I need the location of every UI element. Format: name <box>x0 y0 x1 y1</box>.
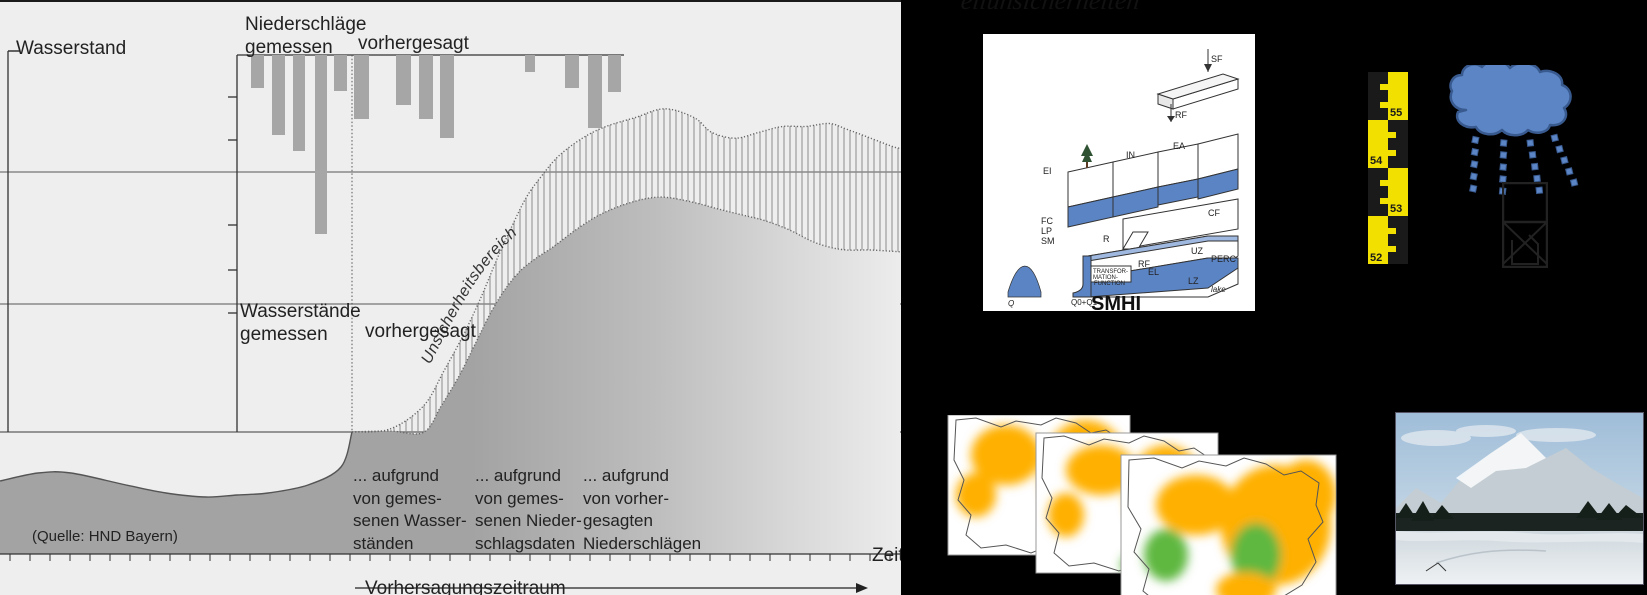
svg-text:EA: EA <box>1173 141 1185 151</box>
svg-text:54: 54 <box>1370 155 1383 167</box>
svg-text:PERC: PERC <box>1211 254 1237 264</box>
svg-text:SMHI: SMHI <box>1091 293 1141 311</box>
svg-text:Q: Q <box>1008 299 1014 308</box>
svg-text:EI: EI <box>1043 166 1052 176</box>
svg-text:55: 55 <box>1390 107 1402 119</box>
svg-text:UZ: UZ <box>1191 246 1203 256</box>
svg-text:LZ: LZ <box>1188 276 1199 286</box>
svg-text:EL: EL <box>1148 267 1159 277</box>
svg-text:SM: SM <box>1041 236 1055 246</box>
svg-text:SF: SF <box>1211 54 1223 64</box>
svg-text:R: R <box>1103 234 1110 244</box>
svg-text:52: 52 <box>1370 252 1382 264</box>
svg-text:LP: LP <box>1041 226 1052 236</box>
svg-text:53: 53 <box>1390 203 1402 215</box>
svg-text:RF: RF <box>1175 110 1187 120</box>
svg-text:FC: FC <box>1041 216 1053 226</box>
svg-text:lake: lake <box>1211 285 1226 294</box>
svg-text:FUNCTION: FUNCTION <box>1094 281 1125 287</box>
svg-text:IN: IN <box>1126 150 1135 160</box>
svg-text:CF: CF <box>1208 208 1220 218</box>
